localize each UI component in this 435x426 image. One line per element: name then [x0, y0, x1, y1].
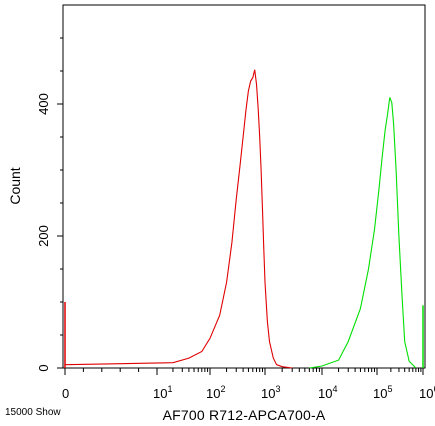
- y-tick-label: 0: [36, 364, 51, 371]
- x-axis-ticks: 0 101 102 103 104 105 106: [62, 368, 435, 401]
- x-tick-label: 103: [261, 384, 280, 401]
- x-tick-label: 105: [373, 384, 392, 401]
- y-tick-label: 400: [36, 93, 51, 115]
- x-tick-label: 104: [318, 384, 337, 401]
- series-layer: [64, 69, 424, 369]
- histogram-series-1: [64, 69, 293, 369]
- y-axis-label: Count: [7, 167, 23, 204]
- y-axis-ticks: 0 200 400: [36, 37, 63, 372]
- x-tick-label: 0: [62, 386, 69, 401]
- x-axis-label: AF700 R712-APCA700-A: [163, 407, 326, 423]
- event-count-note: 15000 Show: [5, 407, 61, 418]
- x-tick-label: 102: [206, 384, 225, 401]
- y-tick-label: 200: [36, 225, 51, 247]
- plot-frame: [62, 4, 426, 369]
- x-tick-label: 101: [153, 384, 172, 401]
- histogram-series-2: [309, 97, 417, 369]
- x-tick-label: 106: [419, 384, 435, 401]
